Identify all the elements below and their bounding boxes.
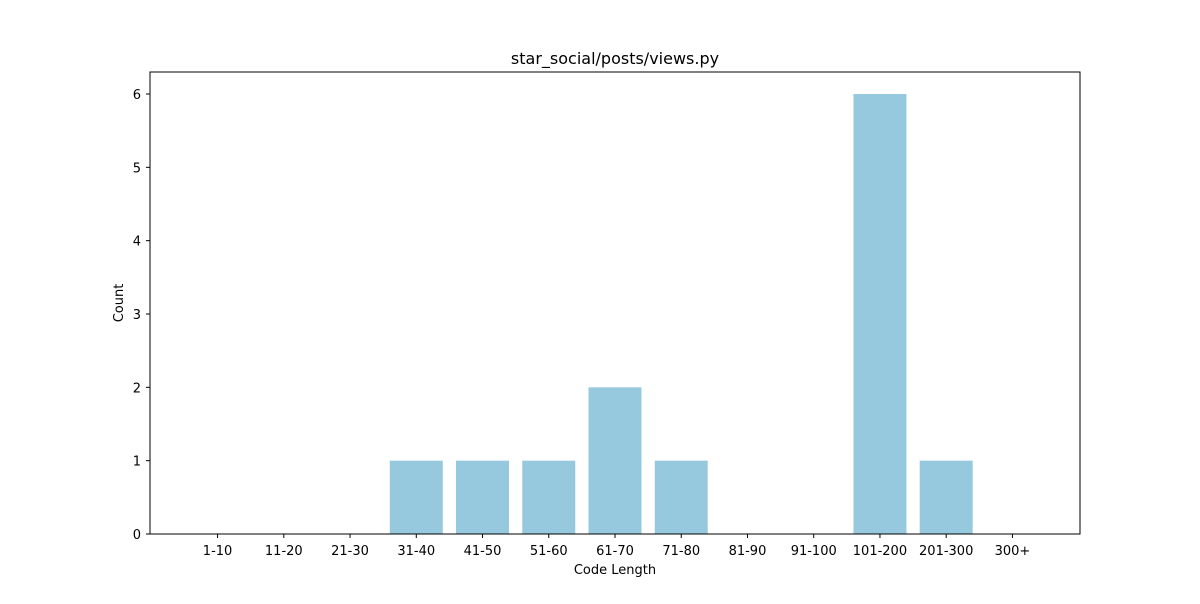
y-tick-label: 2 xyxy=(133,381,141,396)
x-tick-label: 101-200 xyxy=(853,544,907,559)
bars-layer xyxy=(389,94,973,534)
x-axis-label: Code Length xyxy=(574,563,656,578)
y-tick-label: 5 xyxy=(133,161,141,176)
bar-41-50 xyxy=(456,460,510,534)
chart-title: star_social/posts/views.py xyxy=(511,49,719,69)
bar-31-40 xyxy=(389,460,443,534)
x-tick-label: 81-90 xyxy=(729,544,767,559)
x-tick-label: 71-80 xyxy=(662,544,700,559)
x-tick-label: 300+ xyxy=(995,544,1031,559)
x-tick-label: 91-100 xyxy=(791,544,837,559)
y-tick-label: 4 xyxy=(133,235,141,250)
x-tick-label: 21-30 xyxy=(331,544,369,559)
x-tick-label: 31-40 xyxy=(397,544,435,559)
bar-201-300 xyxy=(919,460,973,534)
y-axis-label: Count xyxy=(112,284,127,323)
bar-51-60 xyxy=(522,460,576,534)
bar-101-200 xyxy=(853,94,907,534)
bar-61-70 xyxy=(588,387,642,534)
x-tick-label: 201-300 xyxy=(919,544,973,559)
x-axis-ticks: 1-10 11-20 21-30 31-40 41-50 51-60 61-70 71-80 8… xyxy=(203,534,1030,559)
y-tick-label: 3 xyxy=(133,308,141,323)
y-tick-label: 6 xyxy=(133,88,141,103)
x-tick-label: 51-60 xyxy=(530,544,568,559)
x-tick-label: 1-10 xyxy=(203,544,233,559)
x-tick-label: 11-20 xyxy=(265,544,303,559)
y-tick-label: 0 xyxy=(133,528,141,543)
x-tick-label: 41-50 xyxy=(464,544,502,559)
bar-71-80 xyxy=(654,460,708,534)
y-axis-ticks: 0 1 2 3 4 5 6 xyxy=(133,88,150,543)
y-tick-label: 1 xyxy=(133,455,141,470)
x-tick-label: 61-70 xyxy=(596,544,634,559)
